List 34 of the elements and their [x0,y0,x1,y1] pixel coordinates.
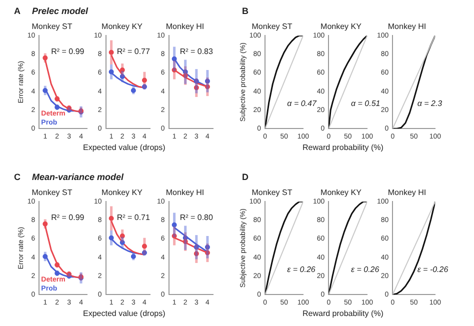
x-axis-title: Expected value (drops) [83,143,166,152]
annotation: R² = 0.80 [180,212,213,222]
text: C [14,172,20,182]
chart-title: Monkey KY [320,188,362,198]
chart-title: Monkey ST [252,22,292,32]
x-axis-title: Reward probability (%) [302,309,384,318]
annotation: R² = 0.77 [116,46,150,56]
annotation: R² = 0.99 [51,46,84,56]
x-axis-title: Reward probability (%) [302,143,384,152]
x-axis-title: Expected value (drops) [83,309,166,318]
chart-title: Monkey KY [102,22,144,32]
annotation: R² = 0.83 [180,46,213,56]
annotation: α = 0.51 [350,98,380,108]
text: Prelec model [32,6,88,16]
chart-title: Monkey ST [32,188,72,198]
chart-title: Monkey KY [320,22,362,32]
text: Mean-variance model [32,172,124,182]
text: B [242,6,248,16]
annotation: ε = -0.26 [417,264,448,274]
text: A [14,6,20,16]
chart-title: Monkey HI [388,22,426,32]
chart-title: Monkey HI [166,188,204,198]
chart-title: Monkey KY [102,188,144,198]
annotation: R² = 0.99 [51,212,84,222]
annotation: ε = 0.26 [350,264,380,274]
text: D [242,172,248,182]
annotation: ε = 0.26 [287,264,316,274]
chart-title: Monkey HI [166,22,204,32]
annotation: α = 0.47 [287,98,316,108]
annotation: α = 2.3 [417,98,442,108]
chart-title: Monkey HI [388,188,426,198]
chart-title: Monkey ST [252,188,292,198]
chart-title: Monkey ST [32,22,72,32]
annotation: R² = 0.71 [116,212,150,222]
